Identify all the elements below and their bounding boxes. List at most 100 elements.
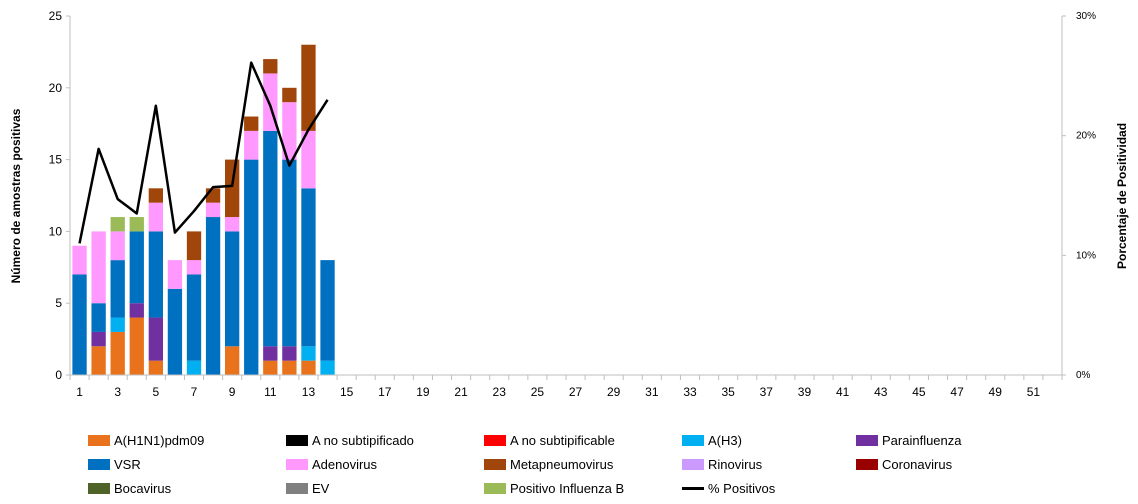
legend-label: EV	[312, 480, 330, 496]
bar-segment-9-series-7	[225, 159, 240, 218]
legend-swatch	[682, 434, 704, 446]
bar-segment-9-series-5	[225, 231, 240, 347]
x-tick-label: 39	[798, 385, 812, 399]
bar-segment-10-series-5	[244, 159, 259, 375]
legend-swatch	[856, 458, 878, 470]
x-tick-label: 31	[645, 385, 659, 399]
bar-segment-12-series-4	[282, 346, 297, 361]
legend-swatch	[88, 482, 110, 494]
legend-label: Coronavirus	[882, 456, 953, 472]
bar-segment-5-series-0	[148, 360, 163, 375]
bar-segment-5-series-5	[148, 231, 163, 318]
x-tick-label: 1	[76, 385, 83, 399]
legend-item: Bocavirus	[88, 481, 286, 496]
legend-label: Bocavirus	[114, 480, 172, 496]
y2-tick-label: 10%	[1076, 250, 1096, 261]
bar-segment-13-series-3	[301, 346, 316, 361]
bar-segment-2-series-6	[91, 231, 106, 304]
x-tick-label: 23	[493, 385, 507, 399]
bar-segment-4-series-5	[129, 231, 144, 304]
bar-segment-13-series-0	[301, 360, 316, 375]
legend-label: Parainfluenza	[882, 432, 962, 448]
legend-swatch	[88, 434, 110, 446]
legend-item: EV	[286, 481, 484, 496]
legend-label: A no subtipificado	[312, 432, 414, 448]
legend-label: A(H1N1)pdm09	[114, 432, 205, 448]
legend: A(H1N1)pdm09 A no subtipificado A no subti…	[88, 428, 1128, 502]
legend-item: Positivo Influenza B	[484, 481, 682, 496]
y-tick-label: 0	[55, 368, 62, 382]
bar-segment-7-series-6	[186, 260, 202, 275]
legend-item: Adenovirus	[286, 457, 484, 472]
legend-label: VSR	[114, 456, 141, 472]
y2-tick-label: 0%	[1076, 370, 1091, 381]
y-tick-label: 25	[49, 9, 63, 23]
x-tick-label: 43	[874, 385, 888, 399]
bar-segment-12-series-0	[282, 360, 297, 375]
legend-swatch	[286, 458, 308, 470]
legend-swatch	[682, 486, 704, 490]
x-tick-label: 13	[302, 385, 316, 399]
bar-segment-7-series-3	[186, 360, 202, 375]
y2-axis-title: Porcentaje de Positividad	[1115, 123, 1129, 269]
bar-segment-9-series-0	[225, 346, 240, 375]
bar-segment-11-series-0	[263, 360, 278, 375]
y-tick-label: 20	[49, 81, 63, 95]
bar-segment-3-series-5	[110, 260, 125, 318]
legend-swatch	[286, 434, 308, 446]
bar-segment-8-series-5	[205, 217, 221, 375]
bar-segment-2-series-5	[91, 303, 106, 332]
bar-segment-9-series-6	[225, 217, 240, 232]
legend-swatch	[484, 482, 506, 494]
bar-segment-8-series-6	[205, 202, 221, 218]
bar-segment-3-series-3	[110, 317, 125, 332]
x-tick-label: 11	[264, 385, 277, 399]
legend-label: A no subtipificable	[510, 432, 615, 448]
x-tick-label: 51	[1027, 385, 1041, 399]
legend-swatch	[484, 434, 506, 446]
x-tick-label: 21	[454, 385, 468, 399]
bar-segment-4-series-12	[129, 217, 144, 232]
x-tick-label: 17	[378, 385, 392, 399]
bar-segment-5-series-7	[148, 188, 163, 203]
bar-segment-11-series-7	[263, 59, 278, 74]
legend-item: % Positivos	[682, 481, 856, 496]
bar-segment-12-series-6	[282, 102, 297, 160]
bar-segment-12-series-5	[282, 159, 297, 347]
bar-segment-6-series-5	[167, 288, 183, 375]
bar-segment-14-series-3	[320, 360, 335, 375]
bar-segment-14-series-5	[320, 260, 335, 361]
legend-label: A(H3)	[708, 432, 742, 448]
legend-swatch	[88, 458, 110, 470]
x-tick-label: 47	[950, 385, 964, 399]
bar-segment-13-series-5	[301, 188, 316, 347]
y2-tick-label: 30%	[1076, 11, 1096, 22]
bar-segment-3-series-6	[110, 231, 125, 261]
x-tick-label: 9	[229, 385, 236, 399]
line-group	[78, 61, 329, 244]
x-tick-label: 7	[191, 385, 198, 399]
y-tick-label: 15	[49, 153, 63, 167]
legend-swatch	[682, 458, 704, 470]
x-tick-label: 33	[683, 385, 697, 399]
x-tick-label: 49	[989, 385, 1003, 399]
legend-item: Coronavirus	[856, 457, 1116, 472]
legend-item: A(H3)	[682, 433, 856, 448]
x-tick-label: 45	[912, 385, 926, 399]
bars-group	[72, 44, 335, 375]
legend-item: Metapneumovirus	[484, 457, 682, 472]
bar-segment-10-series-7	[244, 116, 259, 131]
x-tick-label: 27	[569, 385, 583, 399]
x-tick-label: 25	[531, 385, 545, 399]
legend-swatch	[484, 458, 506, 470]
legend-item: VSR	[88, 457, 286, 472]
bar-segment-7-series-7	[186, 231, 202, 261]
x-tick-label: 5	[153, 385, 160, 399]
bar-segment-3-series-0	[110, 331, 125, 375]
bar-segment-5-series-4	[148, 317, 163, 361]
bar-segment-3-series-12	[110, 217, 125, 232]
bar-segment-13-series-6	[301, 130, 316, 189]
x-tick-label: 19	[416, 385, 430, 399]
bar-segment-6-series-6	[167, 260, 183, 289]
